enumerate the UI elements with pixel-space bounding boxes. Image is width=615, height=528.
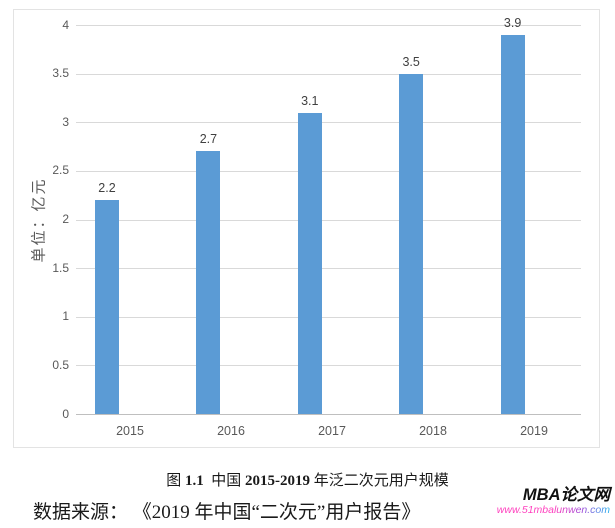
y-tick-label: 3 [62, 114, 69, 129]
bar-value-label: 2.7 [199, 132, 218, 147]
caption-text-end: 年泛二次元用户规模 [310, 473, 449, 489]
gridline [76, 25, 581, 26]
caption-text-mid: 中国 [203, 473, 245, 489]
bar-2016 [196, 151, 221, 414]
y-tick-label: 1 [62, 309, 69, 324]
bar-2018 [399, 73, 424, 414]
figure-caption: 图 1.1 中国 2015-2019 年泛二次元用户规模 [0, 469, 615, 490]
bar-value-label: 3.9 [503, 15, 522, 30]
bar-value-label: 2.2 [98, 181, 116, 196]
bar-2015 [95, 200, 119, 414]
y-tick-label: 2.5 [52, 163, 69, 178]
y-tick-label: 0.5 [52, 357, 69, 372]
caption-figure-word: 图 [166, 473, 185, 489]
y-tick-label: 2 [62, 212, 69, 226]
watermark-site-name: MBA论文网 [522, 486, 610, 504]
x-axis-label-2016: 2016 [217, 424, 245, 438]
gridline [76, 73, 581, 75]
y-tick-label: 1.5 [52, 260, 69, 275]
caption-figure-number: 1.1 [184, 473, 204, 489]
bar-2017 [297, 112, 322, 414]
gridline [76, 268, 581, 270]
watermark-site-url: www.51mbalunwen.com [496, 504, 610, 516]
x-axis-label-2017: 2017 [318, 424, 346, 438]
x-axis-label-2018: 2018 [419, 424, 447, 438]
caption-year-range: 2015-2019 [245, 473, 310, 489]
gridline [76, 219, 581, 221]
gridline [76, 170, 581, 172]
x-axis-label-2015: 2015 [116, 424, 144, 438]
watermark: MBA论文网 www.51mbalunwen.com [497, 486, 610, 517]
y-tick-label: 0 [62, 406, 69, 421]
source-note: 数据来源： 《2019 年中国“二次元”用户报告》 [33, 502, 421, 523]
y-tick-label: 3.5 [52, 66, 69, 81]
x-axis-line [76, 414, 581, 415]
bar-chart: 单位：亿元 4 3.5 3 2.5 2 1.5 1 0.5 0 2.2 2015 2.7 2016 3.1… [13, 9, 600, 448]
gridline [76, 316, 581, 318]
gridline [76, 122, 581, 124]
y-tick-label: 4 [62, 17, 69, 32]
x-axis-label-2019: 2019 [520, 424, 548, 438]
bar-2019 [500, 34, 525, 414]
gridline [76, 365, 581, 367]
bar-value-label: 3.5 [402, 54, 420, 69]
bar-value-label: 3.1 [301, 93, 319, 108]
